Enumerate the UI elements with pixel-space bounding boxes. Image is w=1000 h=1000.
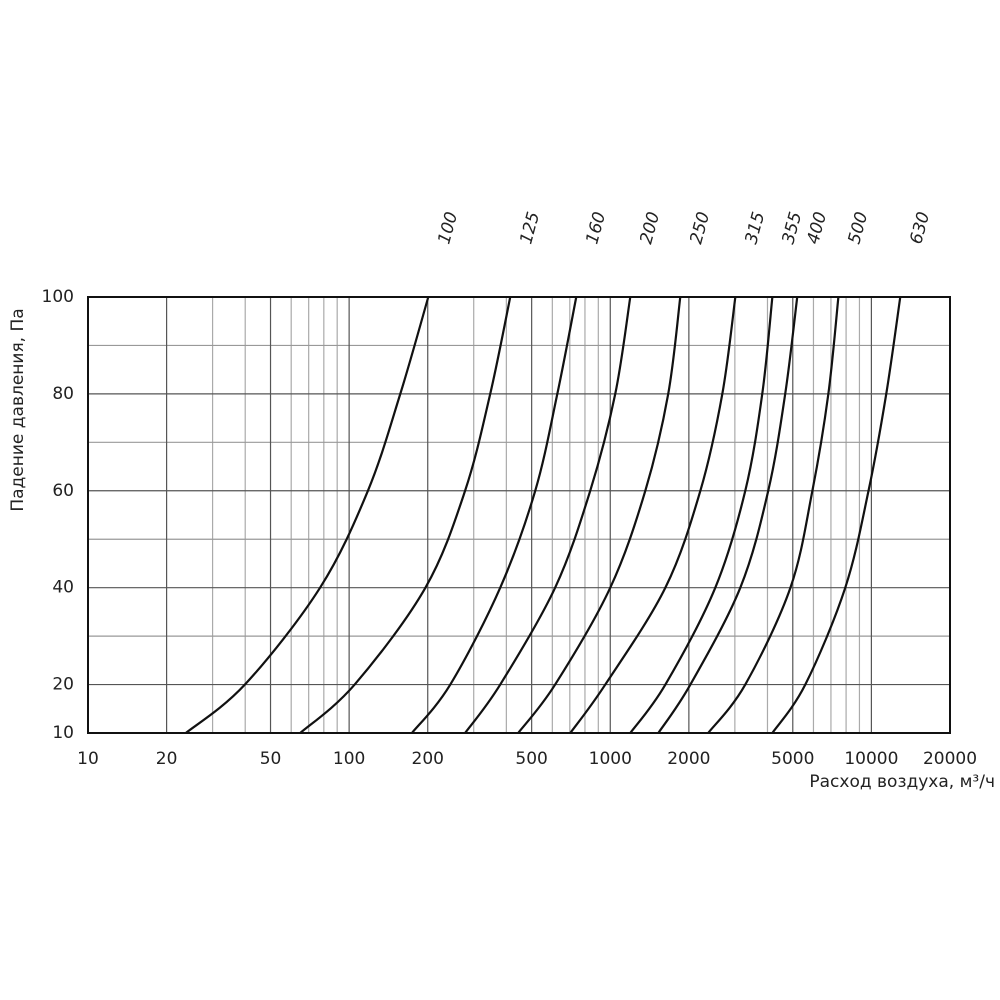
curve [707, 296, 840, 734]
x-tick-label: 10 [77, 749, 99, 769]
curve [185, 296, 430, 734]
series-label: 200 [636, 210, 664, 247]
y-tick-label: 10 [52, 723, 74, 743]
curve [411, 296, 578, 734]
y-tick-label: 60 [52, 481, 74, 501]
x-tick-label: 200 [412, 749, 444, 769]
x-tick-label: 20 [156, 749, 178, 769]
plot-frame [87, 296, 951, 734]
series-label: 315 [741, 210, 769, 247]
series-label: 630 [906, 210, 934, 247]
x-tick-label: 1000 [589, 749, 632, 769]
y-tick-label: 100 [42, 287, 74, 307]
x-tick-label: 2000 [667, 749, 710, 769]
y-tick-label: 40 [52, 578, 74, 598]
x-tick-label: 50 [260, 749, 282, 769]
y-tick-label: 20 [52, 675, 74, 695]
x-tick-label: 500 [515, 749, 547, 769]
series-label: 100 [434, 210, 462, 247]
x-tick-label: 20000 [923, 749, 977, 769]
x-tick-label: 100 [333, 749, 365, 769]
curve [569, 296, 737, 734]
x-axis-title: Расход воздуха, м³/ч [809, 772, 995, 792]
series-label: 125 [516, 210, 544, 247]
y-tick-label: 80 [52, 384, 74, 404]
series-label: 500 [845, 210, 873, 247]
curve [771, 296, 902, 734]
curve [464, 296, 632, 734]
curve [657, 296, 799, 734]
x-tick-label: 5000 [771, 749, 814, 769]
curve [517, 296, 682, 734]
series-label: 400 [803, 210, 831, 247]
y-axis-title: Падение давления, Па [8, 308, 28, 511]
series-label: 355 [779, 210, 807, 247]
curve [629, 296, 774, 734]
series-label: 160 [582, 210, 610, 247]
series-label: 250 [686, 210, 714, 247]
curve [299, 296, 512, 734]
x-tick-label: 10000 [844, 749, 898, 769]
